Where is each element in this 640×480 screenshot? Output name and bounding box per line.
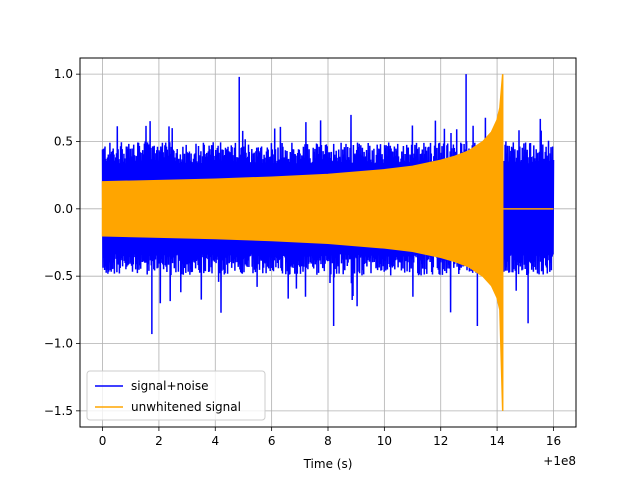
- x-tick-label: 0: [99, 434, 107, 448]
- x-tick-label: 12: [433, 434, 448, 448]
- series-layer: [101, 74, 555, 411]
- y-tick-label: 0.0: [54, 202, 73, 216]
- legend-label-signal-noise: signal+noise: [131, 379, 208, 393]
- x-tick-label: 2: [155, 434, 163, 448]
- y-tick-label: 1.0: [54, 67, 73, 81]
- x-tick-label: 10: [377, 434, 392, 448]
- x-tick-label: 14: [489, 434, 504, 448]
- legend-box: [86, 370, 266, 421]
- y-tick-label: −1.0: [44, 337, 73, 351]
- y-tick-label: −1.5: [44, 404, 73, 418]
- x-axis-label: Time (s): [303, 457, 353, 471]
- legend-label-unwhitened-signal: unwhitened signal: [131, 400, 241, 414]
- x-offset-label: +1e8: [543, 454, 576, 468]
- series-unwhitened-signal-area: [101, 74, 504, 411]
- x-tick-label: 4: [211, 434, 219, 448]
- y-tick-label: −0.5: [44, 269, 73, 283]
- x-tick-label: 8: [324, 434, 332, 448]
- y-tick-label: 0.5: [54, 134, 73, 148]
- x-tick-label: 6: [268, 434, 276, 448]
- axes: 0 2 4 6 8 10 12 14 16 −1.5 −1.0 −0.5 0.0 0.5 1.0: [44, 67, 561, 448]
- legend: signal+noise unwhitened signal: [86, 370, 266, 421]
- x-tick-label: 16: [546, 434, 561, 448]
